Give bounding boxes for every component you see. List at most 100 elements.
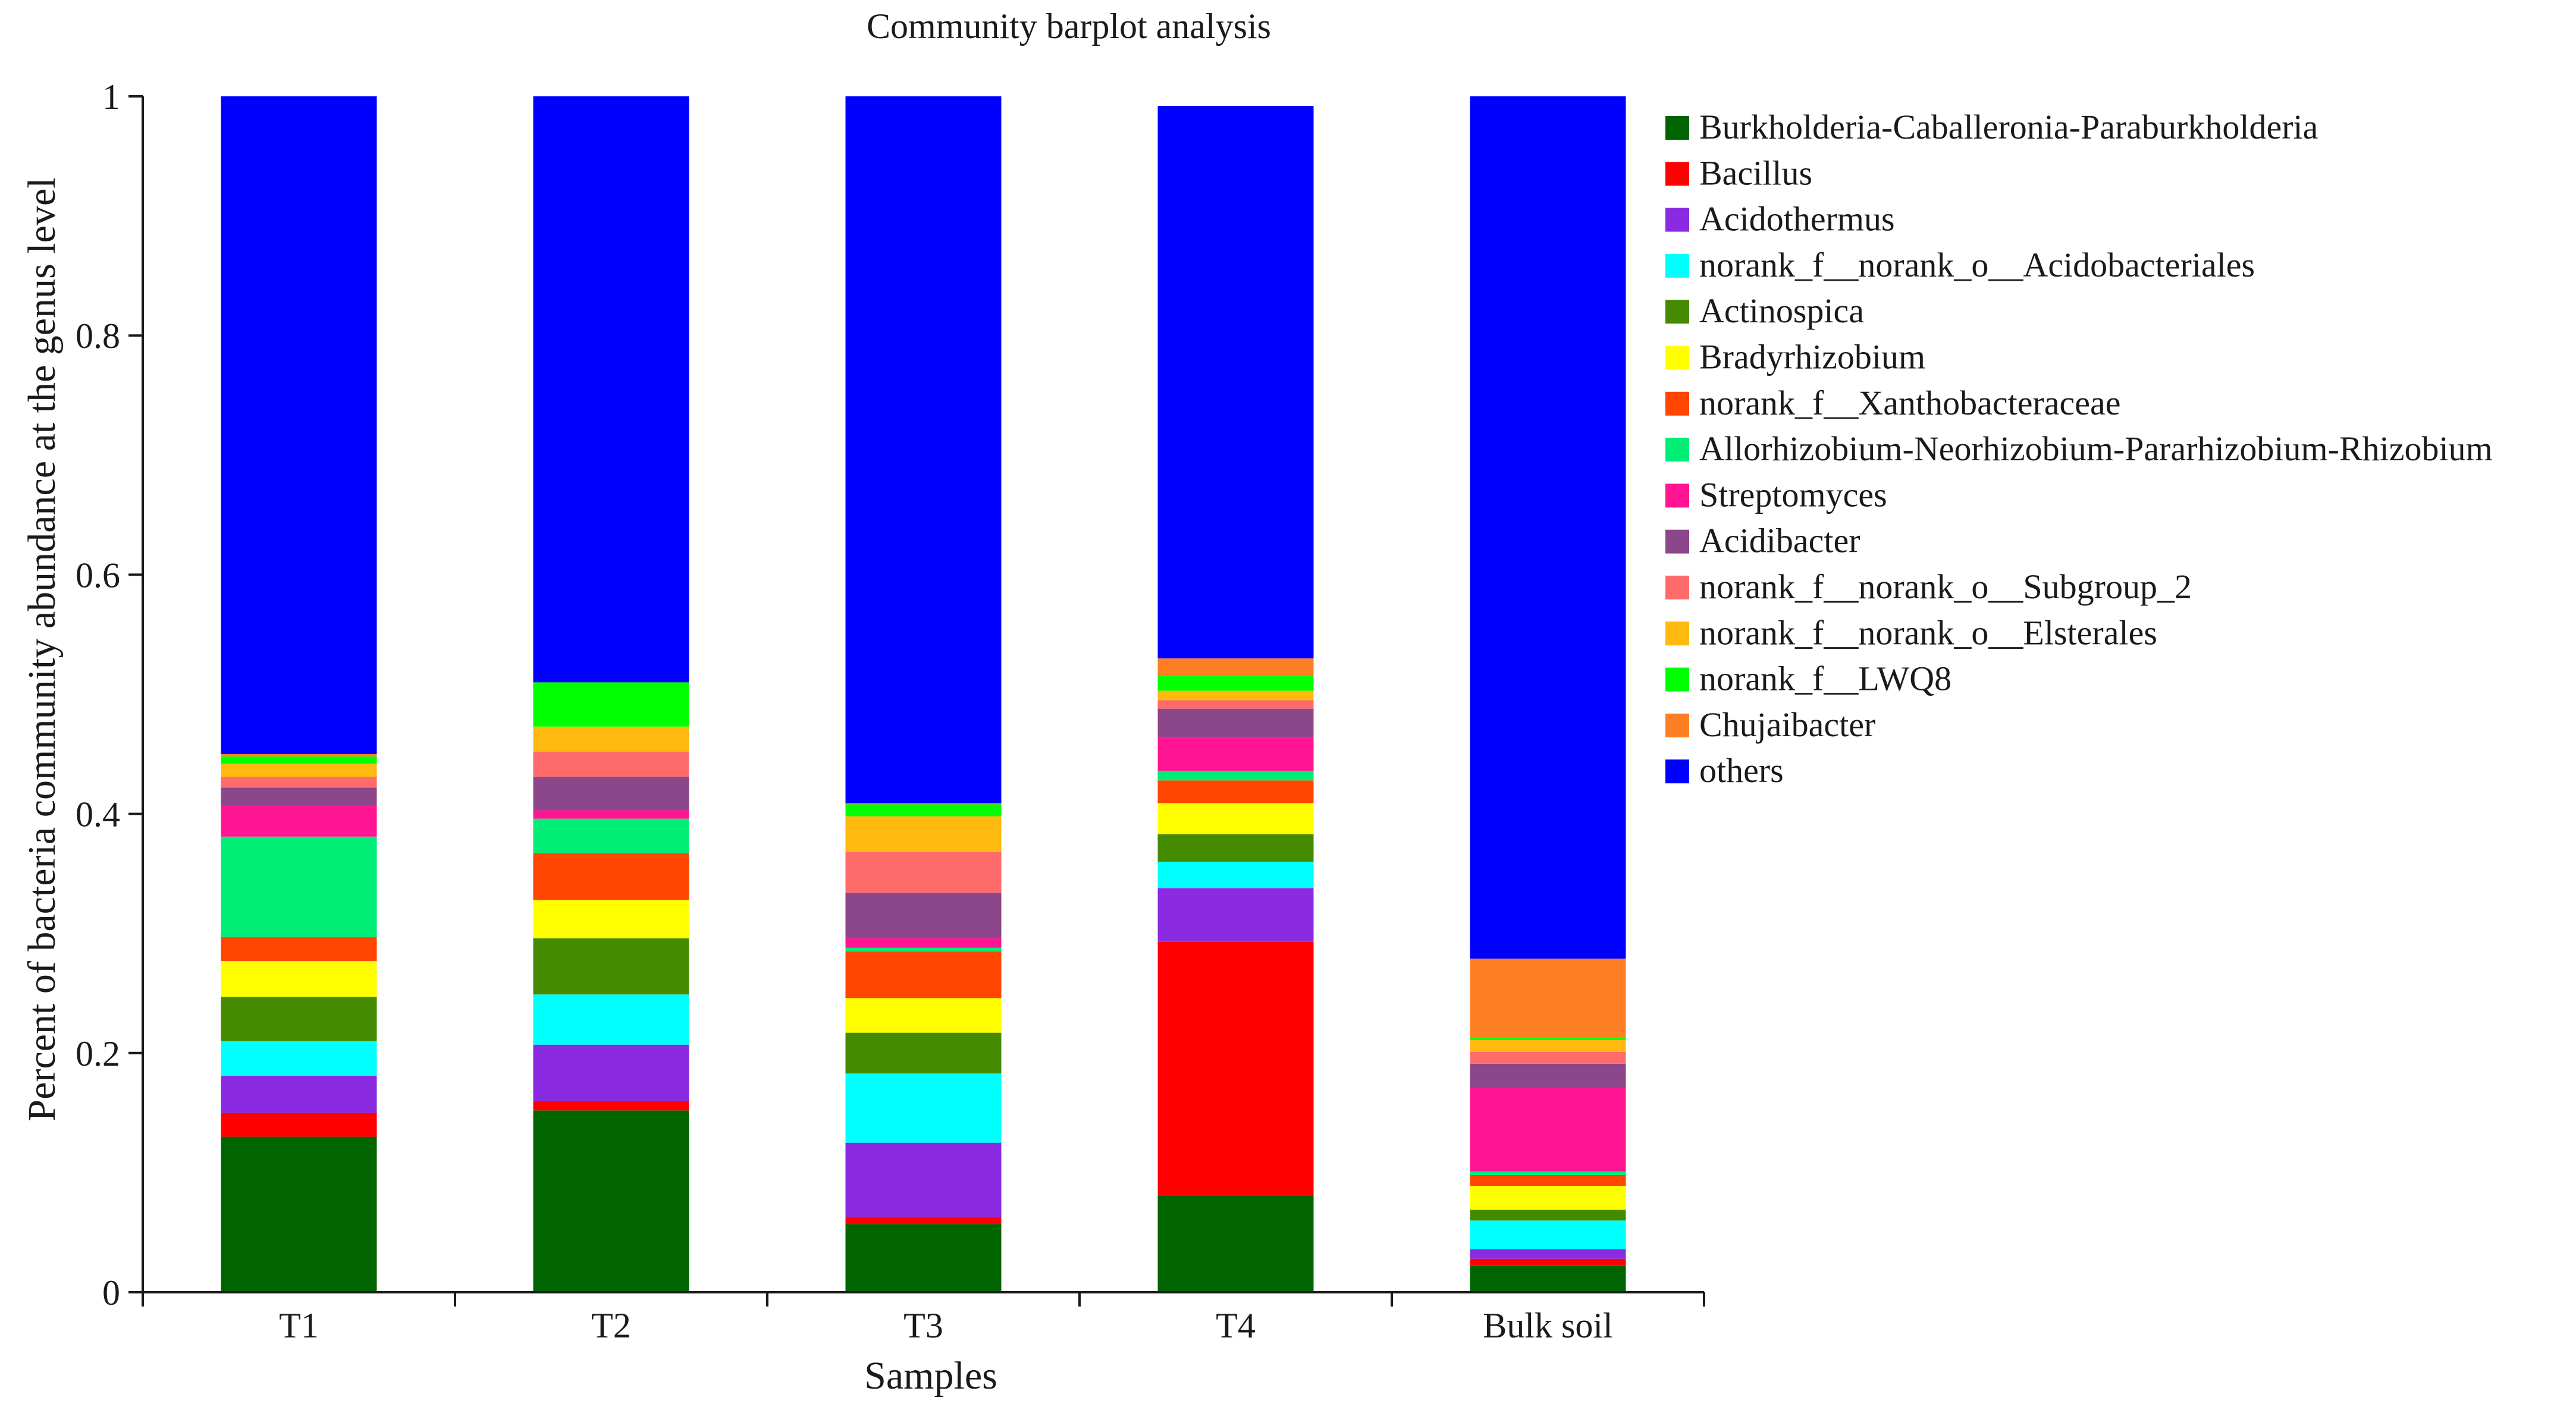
- bar-segment: [1470, 1040, 1626, 1052]
- legend-item: Acidibacter: [1665, 522, 1860, 560]
- bar-segment: [1157, 862, 1314, 888]
- legend-swatch: [1665, 208, 1689, 232]
- bar-segment: [845, 1032, 1002, 1073]
- legend-item: Chujaibacter: [1665, 705, 1875, 744]
- legend-item: Bacillus: [1665, 153, 1812, 192]
- bar-segment: [221, 997, 377, 1041]
- bar-segment: [221, 787, 377, 806]
- y-axis: 0 0.2 0.4 0.6 0.8 1: [76, 77, 144, 1312]
- bar-segment: [1157, 737, 1314, 771]
- legend-label: norank_f__norank_o__Elsterales: [1699, 613, 2157, 652]
- bar-segment: [845, 1073, 1002, 1143]
- bar-segment: [533, 1044, 689, 1101]
- legend-swatch: [1665, 116, 1689, 140]
- bar-segment: [1157, 834, 1314, 862]
- bar-segment: [221, 1136, 377, 1292]
- legend-swatch: [1665, 667, 1689, 692]
- bar-segment: [533, 818, 689, 853]
- bar-segment: [533, 810, 689, 819]
- legend-item: norank_f__LWQ8: [1665, 660, 1951, 698]
- legend-label: Bacillus: [1699, 153, 1812, 192]
- legend-label: norank_f__norank_o__Acidobacteriales: [1699, 246, 2255, 284]
- legend-label: Streptomyces: [1699, 475, 1887, 514]
- y-tick-label: 0.6: [76, 555, 120, 595]
- legend-label: others: [1699, 751, 1784, 790]
- legend-swatch: [1665, 483, 1689, 508]
- y-tick-label: 0.8: [76, 316, 120, 356]
- bar-segment: [221, 764, 377, 777]
- bar-segment: [845, 804, 1002, 817]
- bar-segment: [845, 1217, 1002, 1224]
- bar-segment: [1470, 1088, 1626, 1172]
- bar-segment: [845, 816, 1002, 852]
- legend-label: norank_f__norank_o__Subgroup_2: [1699, 567, 2192, 606]
- legend-item: norank_f__norank_o__Acidobacteriales: [1665, 246, 2255, 284]
- legend-item: norank_f__norank_o__Subgroup_2: [1665, 567, 2192, 606]
- legend-item: norank_f__norank_o__Elsterales: [1665, 613, 2157, 652]
- bar-segment: [1470, 1210, 1626, 1221]
- bar-segment: [845, 96, 1002, 803]
- bar-segment: [533, 682, 689, 727]
- bar-segment: [533, 994, 689, 1045]
- bar-segment: [221, 805, 377, 837]
- bar-segment: [1157, 803, 1314, 834]
- bar-segment: [533, 752, 689, 777]
- bar-segment: [221, 1041, 377, 1076]
- bar-segment: [221, 960, 377, 997]
- x-tick-label: T2: [591, 1306, 631, 1345]
- x-tick-label: T4: [1216, 1306, 1256, 1345]
- bar-segment: [533, 96, 689, 683]
- legend-label: Burkholderia-Caballeronia-Paraburkholder…: [1699, 108, 2318, 146]
- bar-segment: [1470, 1037, 1626, 1040]
- bar-segment: [221, 937, 377, 961]
- bar-segment: [1157, 941, 1314, 1196]
- bar-segment: [1470, 1258, 1626, 1266]
- y-tick-label: 0: [102, 1273, 120, 1312]
- legend-label: Bradyrhizobium: [1699, 338, 1925, 376]
- legend-label: norank_f__LWQ8: [1699, 660, 1951, 698]
- y-axis-title: Percent of bacteria community abundance …: [20, 177, 64, 1121]
- bar-stack: [1157, 106, 1314, 1292]
- plot-area: [221, 96, 1626, 1292]
- bar-segment: [845, 947, 1002, 951]
- bar-stack: [1470, 96, 1626, 1292]
- bar-segment: [533, 900, 689, 938]
- bar-segment: [221, 754, 377, 757]
- bar-segment: [845, 1142, 1002, 1217]
- bar-segment: [1470, 96, 1626, 959]
- legend-label: Actinospica: [1699, 291, 1864, 330]
- bar-segment: [1470, 1249, 1626, 1259]
- bar-segment: [1157, 708, 1314, 737]
- bar-segment: [533, 938, 689, 995]
- legend-item: Allorhizobium-Neorhizobium-Pararhizobium…: [1665, 429, 2493, 468]
- bar-segment: [533, 853, 689, 900]
- legend-swatch: [1665, 300, 1689, 324]
- bar-segment: [1470, 958, 1626, 1038]
- y-tick-label: 1: [102, 77, 120, 117]
- bar-segment: [845, 938, 1002, 948]
- legend-item: Bradyrhizobium: [1665, 338, 1925, 376]
- bar-segment: [1157, 771, 1314, 781]
- x-axis: T1 T2 T3 T4 Bulk soil: [142, 1291, 1705, 1345]
- bar-segment: [1157, 658, 1314, 676]
- y-tick-label: 0.2: [76, 1034, 120, 1073]
- bar-segment: [1470, 1175, 1626, 1186]
- bar-segment: [1470, 1186, 1626, 1210]
- legend-item: Streptomyces: [1665, 475, 1887, 514]
- bar-segment: [1157, 700, 1314, 709]
- legend-swatch: [1665, 759, 1689, 784]
- legend-swatch: [1665, 162, 1689, 186]
- bar-segment: [533, 777, 689, 811]
- bar-segment: [1470, 1220, 1626, 1249]
- bar-stack: [845, 96, 1002, 1292]
- legend-label: Acidibacter: [1699, 522, 1860, 560]
- legend-swatch: [1665, 713, 1689, 737]
- legend-swatch: [1665, 576, 1689, 599]
- bar-segment: [533, 1101, 689, 1111]
- bar-segment: [533, 726, 689, 752]
- legend-label: norank_f__Xanthobacteraceae: [1699, 384, 2121, 422]
- legend-swatch: [1665, 391, 1689, 416]
- legend-label: Acidothermus: [1699, 200, 1895, 238]
- bar-segment: [221, 836, 377, 937]
- bar-segment: [1157, 780, 1314, 803]
